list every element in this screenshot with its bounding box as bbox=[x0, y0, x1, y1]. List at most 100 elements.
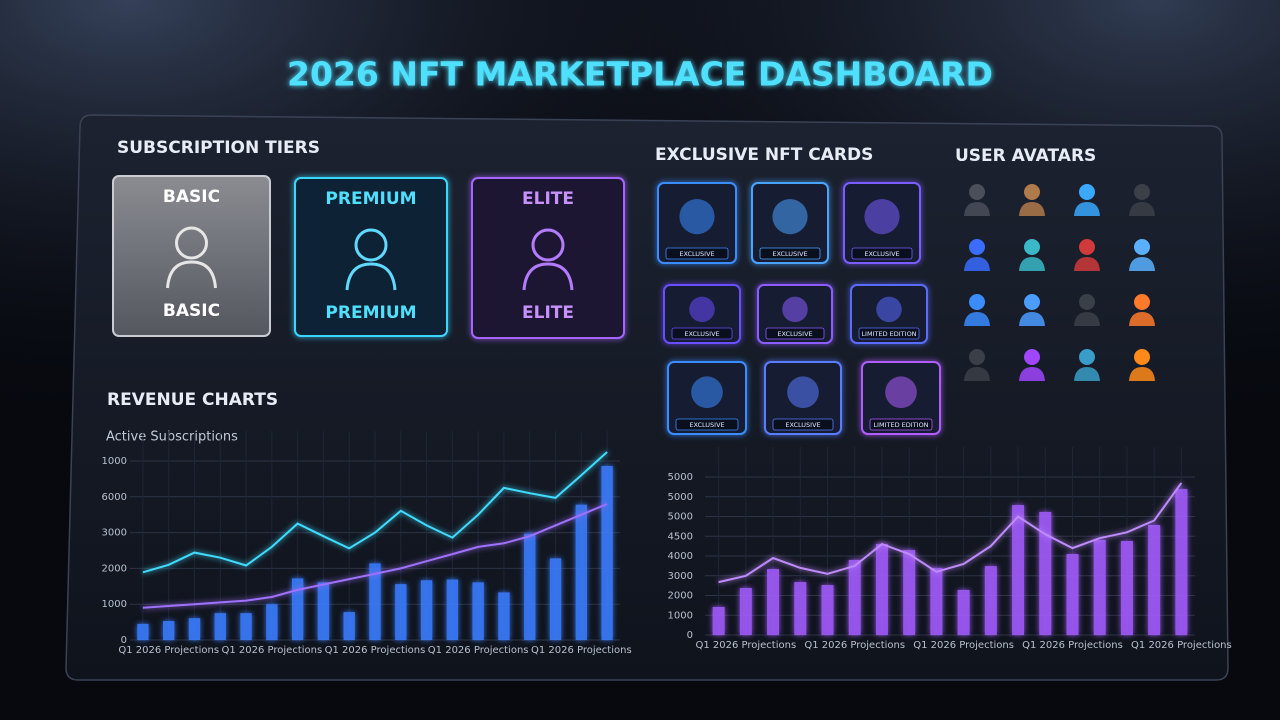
x-tick-label: Q1 2026 Projections bbox=[1022, 640, 1123, 651]
nft-art bbox=[782, 296, 808, 323]
tier-avatar-head bbox=[175, 226, 208, 260]
avatar-head bbox=[1134, 349, 1150, 365]
line bbox=[142, 451, 608, 574]
nft-label: EXCLUSIVE bbox=[785, 421, 820, 429]
y-tick-label: 0 bbox=[687, 630, 693, 641]
nft-label: LIMITED EDITION bbox=[861, 330, 916, 338]
bar bbox=[343, 612, 355, 640]
avatar-head bbox=[1079, 239, 1095, 255]
page-title: 2026 NFT MARKETPLACE DASHBOARD bbox=[287, 55, 993, 94]
y-tick-label: 1000 bbox=[668, 610, 693, 621]
bar bbox=[291, 578, 304, 640]
avatar-body bbox=[1129, 367, 1155, 381]
nft-label-bg bbox=[665, 247, 729, 260]
y-tick-label: 5000 bbox=[668, 492, 693, 503]
avatar-body bbox=[1129, 257, 1155, 271]
nft-label: EXCLUSIVE bbox=[684, 330, 719, 338]
x-tick-label: Q1 2026 Projections bbox=[221, 645, 322, 656]
bar bbox=[1148, 524, 1161, 635]
bar bbox=[549, 558, 562, 640]
y-tick-label: 3000 bbox=[668, 571, 693, 582]
y-tick-label: 2000 bbox=[102, 563, 127, 574]
avatar-head bbox=[1024, 239, 1040, 255]
avatar-body bbox=[964, 367, 990, 381]
nft-label: EXCLUSIVE bbox=[689, 421, 724, 429]
avatar-body bbox=[1129, 312, 1155, 326]
avatar-body bbox=[1019, 257, 1045, 271]
bar bbox=[137, 623, 149, 640]
bar bbox=[1012, 505, 1025, 635]
avatar-head bbox=[1024, 349, 1040, 365]
x-tick-label: Q1 2026 Projections bbox=[1131, 640, 1232, 651]
y-tick-label: 1000 bbox=[102, 456, 127, 467]
avatar-head bbox=[969, 294, 985, 310]
avatar-grid bbox=[964, 184, 1155, 381]
y-tick-label: 4000 bbox=[668, 551, 693, 562]
tier-name: ELITE bbox=[522, 303, 574, 323]
avatar-head bbox=[1134, 184, 1150, 200]
bar bbox=[188, 618, 201, 640]
bar bbox=[903, 550, 916, 635]
avatar-head bbox=[1079, 349, 1095, 365]
y-tick-label: 5000 bbox=[668, 512, 693, 523]
bar bbox=[240, 613, 252, 640]
avatar-body bbox=[1019, 202, 1045, 216]
avatar-body bbox=[1074, 367, 1100, 381]
y-axis-label: Active Subscriptions bbox=[106, 430, 238, 445]
nft-label-bg bbox=[765, 327, 825, 340]
nft-label-bg bbox=[772, 418, 834, 431]
y-tick-label: 0 bbox=[121, 635, 127, 646]
nft-art bbox=[885, 376, 917, 409]
avatar-body bbox=[1074, 257, 1100, 271]
nft-art bbox=[691, 376, 723, 409]
nft-art bbox=[772, 199, 808, 235]
bar bbox=[712, 606, 725, 635]
bar bbox=[163, 621, 175, 640]
bar bbox=[1066, 554, 1079, 635]
y-tick-label: 5000 bbox=[668, 472, 693, 483]
nft-label-bg bbox=[858, 327, 920, 340]
nft-label-bg bbox=[759, 247, 821, 260]
avatar-body bbox=[1074, 312, 1100, 326]
tier-avatar-body bbox=[166, 260, 217, 289]
tier-name: PREMIUM bbox=[325, 189, 416, 209]
nft-label-bg bbox=[851, 247, 913, 260]
nft-label: LIMITED EDITION bbox=[873, 421, 928, 429]
nft-art bbox=[787, 376, 819, 409]
bar bbox=[524, 533, 536, 640]
tier-card bbox=[112, 175, 271, 337]
nft-art bbox=[679, 199, 715, 235]
y-tick-label: 6000 bbox=[102, 492, 127, 503]
bar bbox=[767, 569, 780, 635]
avatar-head bbox=[969, 349, 985, 365]
section-heading: SUBSCRIPTION TIERS bbox=[117, 138, 320, 158]
charts: Active Subscriptions 0 1000 2000 3000 6000 100… bbox=[102, 430, 1232, 657]
bar bbox=[1093, 540, 1106, 635]
x-tick-label: Q1 2026 Projections bbox=[428, 645, 529, 656]
bar bbox=[575, 504, 587, 640]
bar bbox=[848, 559, 861, 635]
line bbox=[142, 503, 608, 609]
section-heading: USER AVATARS bbox=[955, 146, 1096, 166]
tier-avatar-head bbox=[531, 228, 565, 262]
bar bbox=[930, 568, 943, 635]
tier-avatar-body bbox=[345, 262, 397, 291]
avatar-body bbox=[964, 202, 990, 216]
nft-art bbox=[864, 199, 900, 235]
avatar-head bbox=[1134, 294, 1150, 310]
avatar-body bbox=[1074, 202, 1100, 216]
nft-label-bg bbox=[675, 418, 739, 431]
y-tick-label: 4500 bbox=[668, 531, 693, 542]
tier-avatar-body bbox=[522, 262, 574, 291]
section-heading: REVENUE CHARTS bbox=[107, 390, 278, 410]
bar bbox=[1039, 511, 1052, 635]
nft-label-bg bbox=[869, 418, 933, 431]
avatar-head bbox=[1079, 184, 1095, 200]
section-heading: EXCLUSIVE NFT CARDS bbox=[655, 145, 873, 165]
bar bbox=[317, 582, 330, 640]
tier-name: BASIC bbox=[163, 187, 220, 207]
nft-art bbox=[689, 296, 715, 323]
tier-card bbox=[471, 177, 625, 339]
